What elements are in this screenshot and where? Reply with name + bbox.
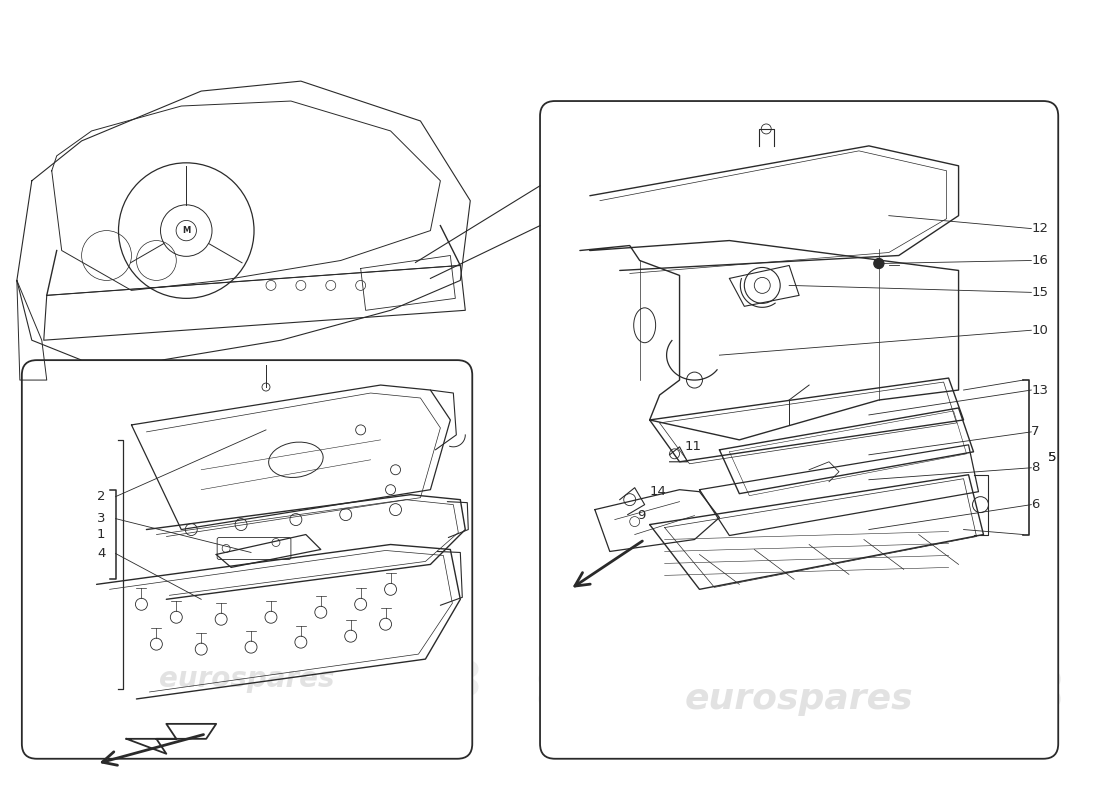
FancyBboxPatch shape <box>540 101 1058 758</box>
Text: 6: 6 <box>1032 498 1040 511</box>
Text: 1: 1 <box>97 528 106 541</box>
Text: 8: 8 <box>1032 462 1040 474</box>
Text: 12: 12 <box>1032 222 1048 235</box>
Text: 9: 9 <box>637 509 645 522</box>
Text: 2: 2 <box>97 490 106 503</box>
FancyBboxPatch shape <box>22 360 472 758</box>
Text: 3: 3 <box>97 512 106 525</box>
Text: 7: 7 <box>1032 426 1040 438</box>
Text: 4: 4 <box>97 547 106 560</box>
Text: 15: 15 <box>1032 286 1048 299</box>
Text: 16: 16 <box>1032 254 1048 267</box>
Polygon shape <box>126 724 217 754</box>
Text: 5: 5 <box>1048 451 1057 464</box>
Text: eurospares: eurospares <box>160 665 334 693</box>
Text: 14: 14 <box>650 485 667 498</box>
Text: 13: 13 <box>1032 383 1048 397</box>
Text: 5: 5 <box>1048 451 1057 464</box>
Circle shape <box>873 258 883 269</box>
Text: 10: 10 <box>1032 324 1048 337</box>
Text: 11: 11 <box>684 440 702 454</box>
Text: eurospares: eurospares <box>685 682 913 716</box>
Text: M: M <box>183 226 190 235</box>
